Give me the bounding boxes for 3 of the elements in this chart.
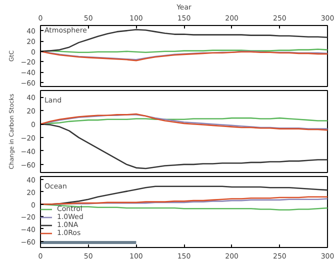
line-series xyxy=(40,123,328,170)
line-series xyxy=(40,28,328,52)
line-series xyxy=(40,196,328,205)
